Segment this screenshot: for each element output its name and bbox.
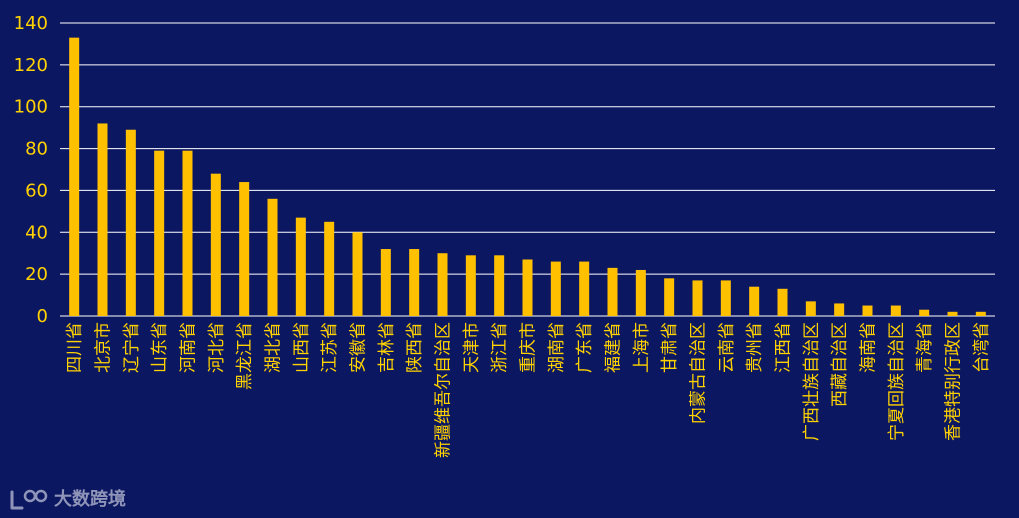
bar [465,255,476,316]
bar [69,37,80,317]
x-category-label: 上海市 [632,322,652,373]
y-tick-label: 140 [14,13,48,34]
watermark-text: 大数跨境 [54,489,126,510]
x-category-label: 甘肃省 [660,322,680,373]
bar [97,123,108,316]
x-category-label: 重庆市 [519,322,539,373]
bar [437,253,448,316]
x-category-label: 福建省 [604,322,624,373]
x-category-label: 广东省 [575,322,595,373]
x-category-label: 天津市 [462,322,482,373]
y-axis-ticks: 0 20 40 60 80 100 120 140 [14,13,48,327]
x-category-label: 黑龙江省 [235,322,255,390]
bar [749,286,760,316]
x-category-label: 四川省 [65,322,85,373]
x-category-label: 山东省 [150,322,170,373]
y-tick-label: 20 [25,264,48,285]
bar [975,311,986,316]
y-tick-label: 40 [25,222,48,243]
bar [862,305,873,316]
watermark: 大数跨境 [8,483,126,513]
x-category-label: 江苏省 [320,322,340,373]
bar [522,259,533,316]
bar [154,150,165,316]
bar [352,232,363,316]
bar [267,198,278,316]
x-category-label: 河北省 [207,322,227,373]
x-category-label: 宁夏回族自治区 [887,322,907,441]
x-category-label: 山西省 [292,322,312,373]
bar [324,221,335,316]
x-category-label: 吉林省 [377,322,397,373]
bar [494,255,505,316]
bar [890,305,901,316]
x-category-label: 陕西省 [405,322,425,373]
x-category-label: 云南省 [717,322,737,373]
x-category-label: 北京市 [94,322,114,373]
bar [720,280,731,316]
bar [239,182,250,316]
y-tick-label: 100 [14,97,48,118]
x-category-label: 河南省 [179,322,199,373]
y-tick-label: 60 [25,180,48,201]
bar [409,249,420,316]
x-category-label: 浙江省 [490,322,510,373]
x-category-label: 湖南省 [547,322,567,373]
x-category-label: 安徽省 [349,322,369,373]
bar [550,261,561,316]
x-category-label: 西藏自治区 [830,322,850,407]
bar [295,217,306,316]
y-tick-label: 80 [25,139,48,160]
bar [635,269,646,316]
bar [607,267,618,316]
x-category-label: 新疆维吾尔自治区 [434,322,454,458]
bar [579,261,590,316]
x-category-label: 江西省 [774,322,794,373]
bar-series [69,37,986,317]
bar [210,173,221,316]
bar [777,288,788,316]
bar [805,301,816,316]
x-category-label: 海南省 [859,322,879,373]
x-category-label: 内蒙古自治区 [689,322,709,424]
y-tick-label: 120 [14,55,48,76]
x-category-label: 贵州省 [745,322,765,373]
100-logo-icon [10,489,48,510]
x-category-label: 湖北省 [264,322,284,373]
x-category-label: 台湾省 [972,322,992,373]
x-category-label: 青海省 [915,322,935,373]
bar [182,150,193,316]
bar [664,278,675,316]
bar [919,309,930,316]
x-axis-labels: 四川省 北京市 辽宁省 山东省 河南省 河北省 黑龙江省 湖北省 山西省 江苏省 安徽省 吉林省 陕西省… [65,322,992,458]
bar [834,303,845,316]
x-category-label: 广西壮族自治区 [802,322,822,441]
y-tick-label: 0 [37,306,48,327]
bar [947,311,958,316]
bar [125,129,136,316]
x-category-label: 香港特别行政区 [944,322,964,441]
x-category-label: 辽宁省 [122,322,142,373]
bar [380,249,391,316]
bar [692,280,703,316]
